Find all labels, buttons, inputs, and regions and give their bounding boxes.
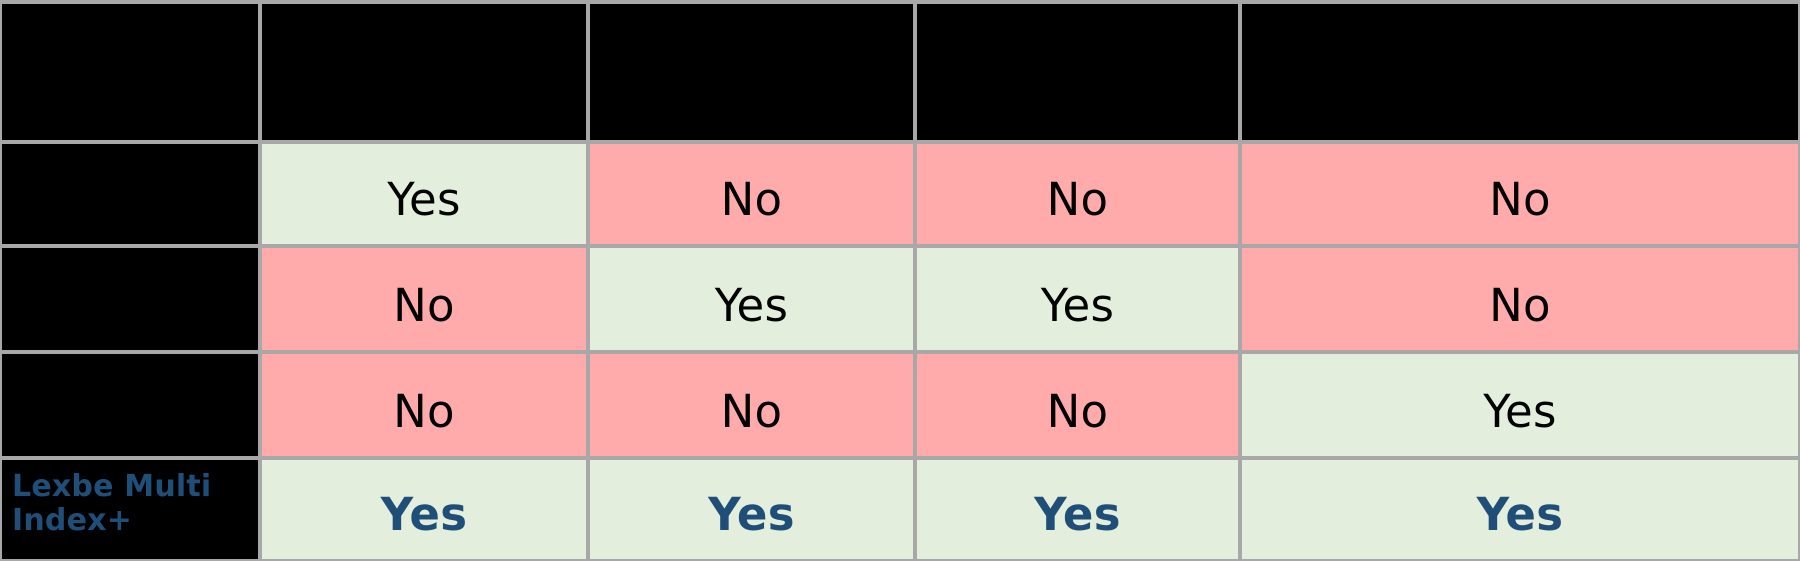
table-row xyxy=(0,352,260,458)
table-cell-r2c4: No xyxy=(1240,246,1800,352)
table-cell-r3c1: No xyxy=(260,352,588,458)
cell-value: Yes xyxy=(1476,488,1564,541)
cell-value: Yes xyxy=(708,488,795,541)
cell-value: No xyxy=(1489,173,1551,226)
cell-value: No xyxy=(393,279,455,332)
table-header-col-4 xyxy=(1240,0,1800,142)
table-cell-r3c2: No xyxy=(588,352,915,458)
table-row-lexbe-multi-index-plus: Lexbe Multi Index+ xyxy=(0,458,260,561)
table-cell-r4c3: Yes xyxy=(915,458,1240,561)
table-cell-r1c3: No xyxy=(915,142,1240,246)
row-label-2 xyxy=(2,248,12,258)
table-cell-r4c2: Yes xyxy=(588,458,915,561)
cell-value: No xyxy=(1046,385,1109,438)
table-cell-r1c2: No xyxy=(588,142,915,246)
row-label-lexbe-multi-index-plus: Lexbe Multi Index+ xyxy=(12,469,212,538)
table-header-col-2 xyxy=(588,0,915,142)
cell-value: No xyxy=(720,385,783,438)
table-header-col-3 xyxy=(915,0,1240,142)
table-cell-r4c1: Yes xyxy=(260,458,588,561)
cell-value: Yes xyxy=(1034,488,1121,541)
cell-value: Yes xyxy=(380,488,468,541)
cell-value: No xyxy=(720,173,783,226)
table-cell-r2c2: Yes xyxy=(588,246,915,352)
cell-value: No xyxy=(1489,279,1551,332)
cell-value: Yes xyxy=(387,173,461,226)
table-cell-r3c4: Yes xyxy=(1240,352,1800,458)
table-header-corner xyxy=(0,0,260,142)
row-label-1 xyxy=(2,144,12,154)
table-row xyxy=(0,246,260,352)
row-label-3 xyxy=(2,354,12,364)
table-cell-r1c1: Yes xyxy=(260,142,588,246)
cell-value: No xyxy=(393,385,455,438)
cell-value: Yes xyxy=(714,279,789,332)
table-cell-r3c3: No xyxy=(915,352,1240,458)
table-cell-r2c1: No xyxy=(260,246,588,352)
table-cell-r4c4: Yes xyxy=(1240,458,1800,561)
cell-value: Yes xyxy=(1040,279,1115,332)
cell-value: Yes xyxy=(1483,385,1557,438)
cell-value: No xyxy=(1046,173,1109,226)
table-row xyxy=(0,142,260,246)
table-cell-r2c3: Yes xyxy=(915,246,1240,352)
table-header-col-1 xyxy=(260,0,588,142)
table-cell-r1c4: No xyxy=(1240,142,1800,246)
